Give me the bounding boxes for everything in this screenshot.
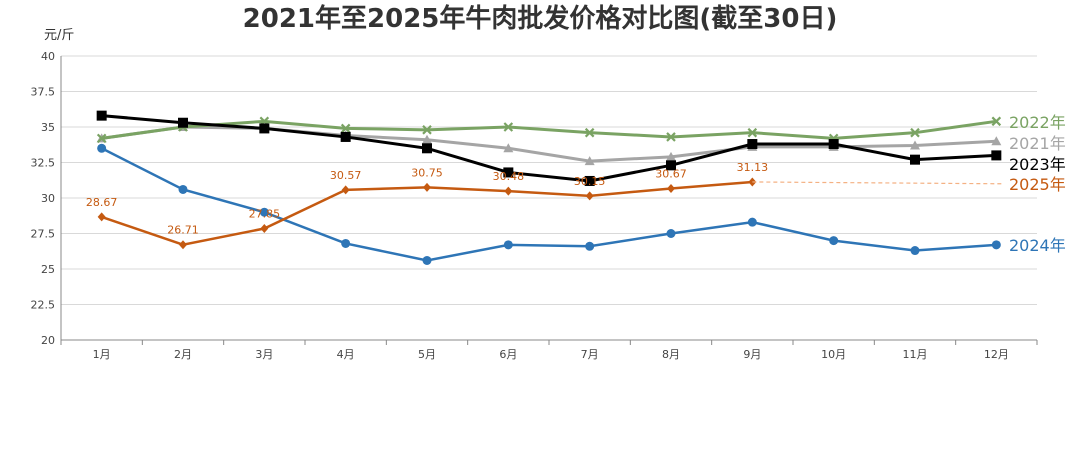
data-point (503, 167, 514, 178)
legend-label: 2025年 (1009, 175, 1066, 194)
x-tick-label: 3月 (255, 348, 273, 361)
data-point (666, 132, 676, 142)
data-point (747, 139, 758, 150)
data-point (422, 134, 432, 144)
data-point (585, 241, 595, 251)
data-label: 30.67 (655, 167, 687, 180)
x-tick-label: 7月 (581, 348, 599, 361)
data-point (179, 240, 187, 250)
data-label: 31.13 (737, 161, 769, 174)
data-point (991, 150, 1002, 161)
data-point (747, 217, 757, 227)
data-point (910, 246, 920, 256)
data-point (584, 175, 595, 186)
y-tick-label: 25 (41, 263, 55, 276)
data-point (422, 125, 432, 135)
data-point (910, 127, 920, 138)
y-tick-label: 35 (41, 121, 55, 134)
data-point (666, 151, 676, 161)
x-tick-label: 8月 (662, 348, 680, 361)
y-tick-label: 27.5 (31, 228, 56, 241)
y-tick-label: 32.5 (31, 157, 56, 170)
x-tick-label: 4月 (337, 348, 355, 361)
data-point (503, 143, 514, 153)
x-tick-label: 2月 (174, 348, 192, 361)
data-point (422, 255, 432, 265)
x-tick-label: 9月 (743, 348, 761, 361)
data-point (584, 127, 595, 138)
data-point (178, 117, 188, 128)
data-label: 28.67 (86, 196, 118, 209)
data-label: 26.71 (167, 224, 199, 237)
data-point (910, 154, 920, 165)
data-point (747, 127, 758, 138)
x-tick-label: 6月 (499, 348, 517, 361)
trend-line (752, 181, 1005, 185)
x-tick-label: 5月 (418, 348, 436, 361)
data-point (423, 182, 431, 192)
x-tick-label: 12月 (984, 348, 1009, 361)
data-point (259, 207, 269, 217)
data-point (504, 186, 513, 196)
data-point (96, 133, 107, 144)
x-tick-label: 10月 (821, 348, 846, 361)
legend-label: 2023年 (1009, 155, 1066, 174)
series-line (101, 147, 997, 262)
data-point (991, 116, 1002, 127)
data-label: 30.15 (574, 175, 606, 188)
data-point (910, 140, 920, 150)
data-point (666, 229, 676, 238)
y-tick-label: 37.5 (31, 86, 56, 99)
data-point (260, 224, 269, 234)
y-axis-unit: 元/斤 (44, 28, 74, 43)
data-point (97, 143, 107, 153)
data-point (666, 160, 676, 171)
data-point (341, 185, 350, 195)
data-label: 30.57 (330, 169, 362, 182)
data-point (503, 122, 514, 132)
data-point (422, 143, 432, 154)
x-tick-label: 11月 (903, 348, 928, 361)
y-tick-label: 20 (41, 334, 55, 347)
series-line (101, 125, 997, 163)
data-point (340, 131, 351, 142)
data-point (991, 240, 1001, 250)
y-tick-label: 22.5 (31, 299, 56, 312)
data-point (667, 183, 675, 193)
series-line (101, 119, 997, 140)
legend-label: 2024年 (1009, 236, 1066, 255)
data-point (829, 236, 839, 246)
data-label: 27.85 (249, 208, 281, 221)
y-tick-label: 30 (41, 192, 55, 205)
data-point (584, 156, 595, 166)
y-tick-label: 40 (41, 50, 55, 63)
data-point (340, 123, 351, 134)
legend-label: 2022年 (1009, 113, 1066, 132)
x-tick-label: 1月 (93, 348, 111, 361)
data-point (341, 238, 351, 248)
chart-title: 2021年至2025年牛肉批发价格对比图(截至30日) (243, 3, 838, 34)
data-point (585, 191, 594, 201)
legend-label: 2021年 (1009, 134, 1066, 153)
data-point (96, 110, 107, 121)
data-point (991, 136, 1002, 146)
data-label: 30.75 (411, 166, 443, 179)
data-point (503, 240, 513, 250)
data-point (259, 123, 270, 134)
data-point (178, 184, 188, 194)
data-label: 30.48 (493, 170, 525, 183)
series-line (101, 114, 997, 183)
data-point (828, 139, 839, 150)
data-point (97, 212, 106, 222)
